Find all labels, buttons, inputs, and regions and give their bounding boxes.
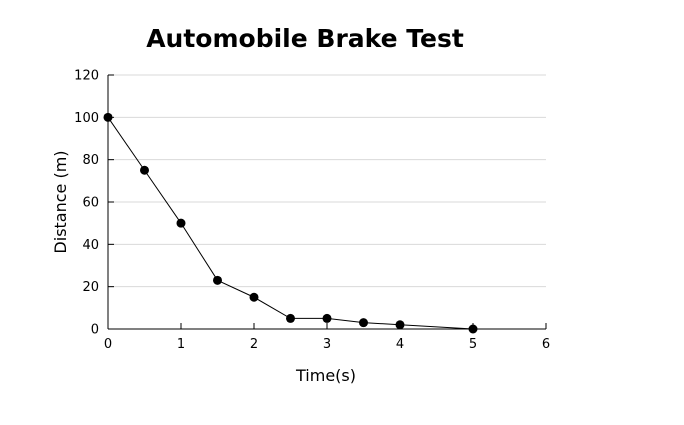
x-tick-label-1: 1 xyxy=(177,337,185,352)
x-tick-label-4: 4 xyxy=(396,337,404,352)
y-tick-label-0: 0 xyxy=(91,323,99,338)
y-tick-label-80: 80 xyxy=(82,153,99,168)
data-point-0-0 xyxy=(103,112,113,122)
y-tick-label-20: 20 xyxy=(82,280,99,295)
chart-title: Automobile Brake Test xyxy=(146,24,464,53)
y-tick-label-100: 100 xyxy=(74,111,99,126)
y-tick-label-60: 60 xyxy=(82,196,99,211)
ticks: 0 20 40 60 80 100 120 0 1 2 3 4 5 6 xyxy=(74,69,550,353)
data-point-0-7 xyxy=(359,318,368,328)
x-axis-label: Time(s) xyxy=(295,366,356,385)
data-point-0-8 xyxy=(395,320,405,330)
data-point-0-1 xyxy=(140,165,149,175)
data-point-0-9 xyxy=(468,324,478,334)
x-tick-label-6: 6 xyxy=(542,337,550,352)
y-tick-label-40: 40 xyxy=(82,238,99,253)
x-tick-label-5: 5 xyxy=(469,337,477,352)
data-point-0-6 xyxy=(322,313,332,323)
data-point-0-5 xyxy=(286,313,295,323)
x-tick-label-0: 0 xyxy=(104,337,112,352)
y-tick-label-120: 120 xyxy=(74,69,99,84)
grid xyxy=(108,74,546,288)
x-tick-label-3: 3 xyxy=(323,337,331,352)
data-point-0-3 xyxy=(213,275,222,285)
series-line-0 xyxy=(107,117,474,330)
data-point-0-2 xyxy=(176,218,186,228)
y-axis-label: Distance (m) xyxy=(51,150,70,253)
series xyxy=(103,112,478,334)
x-tick-label-2: 2 xyxy=(250,337,258,352)
data-point-0-4 xyxy=(249,292,259,302)
